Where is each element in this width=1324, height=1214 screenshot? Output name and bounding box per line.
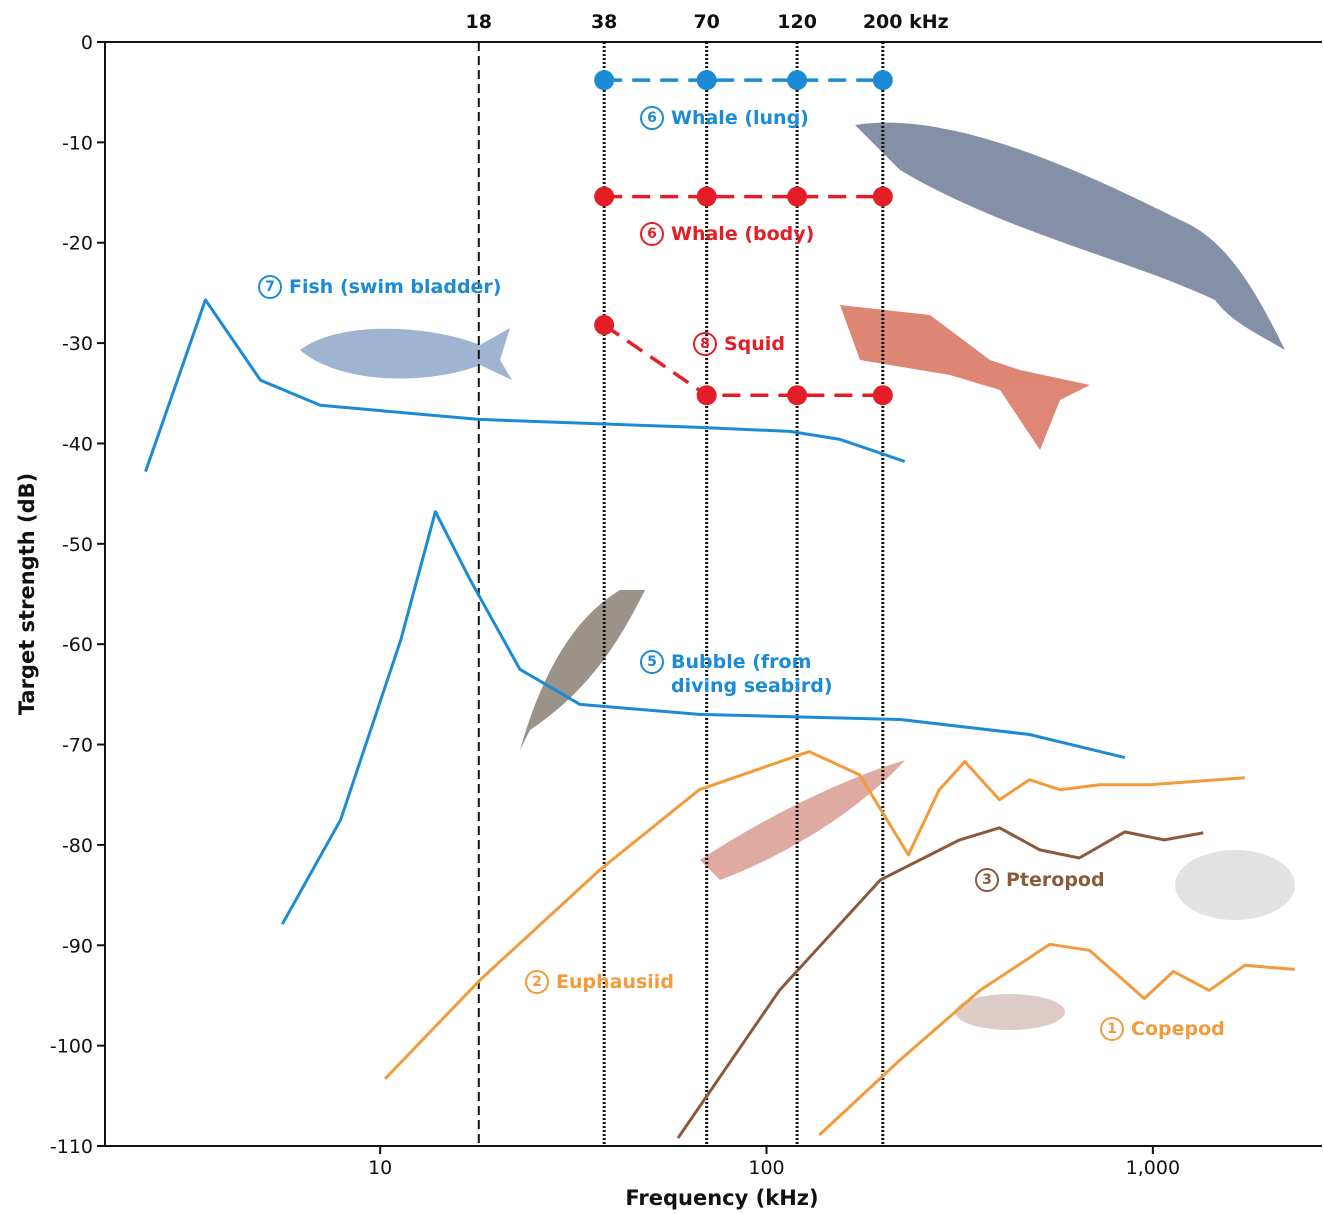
- y-tick-label: -40: [62, 433, 93, 455]
- x-tick-label: 10: [368, 1157, 392, 1179]
- series-number: 7: [258, 275, 282, 299]
- series-label: 6 Whale (body): [640, 222, 814, 246]
- y-tick-label: 0: [81, 32, 93, 54]
- marker: [873, 187, 893, 207]
- x2-tick-label: 200 kHz: [863, 11, 949, 33]
- x-tick-label: 100: [748, 1157, 784, 1179]
- series-name: Whale (lung): [671, 106, 809, 130]
- marker: [594, 70, 614, 90]
- marker: [787, 70, 807, 90]
- x2-tick-label: 70: [693, 11, 719, 33]
- y-axis-title: Target strength (dB): [15, 473, 39, 715]
- series-label: 1 Copepod: [1100, 1017, 1225, 1041]
- series-name: Euphausiid: [556, 970, 674, 994]
- marker: [873, 385, 893, 405]
- series-number: 6: [640, 106, 664, 130]
- series-number: 8: [693, 332, 717, 356]
- marker: [697, 70, 717, 90]
- series-name: Bubble (from diving seabird): [671, 650, 851, 698]
- marker: [787, 187, 807, 207]
- y-tick-label: -80: [62, 835, 93, 857]
- series-name: Squid: [724, 332, 785, 356]
- series-number: 2: [525, 970, 549, 994]
- y-tick-label: -50: [62, 534, 93, 556]
- marker: [697, 385, 717, 405]
- page: Frequency (kHz) Target strength (dB) 0 -1…: [0, 0, 1324, 1214]
- marker: [594, 315, 614, 335]
- series-number: 1: [1100, 1017, 1124, 1041]
- series-name: Pteropod: [1006, 868, 1105, 892]
- series-name: Fish (swim bladder): [289, 275, 502, 299]
- series-number: 5: [640, 650, 664, 674]
- series-label: 6 Whale (lung): [640, 106, 809, 130]
- y-tick-label: -100: [50, 1036, 93, 1058]
- marker: [594, 187, 614, 207]
- x-tick-label: 1,000: [1126, 1157, 1180, 1179]
- seabird-illustration: [520, 590, 645, 750]
- y-tick-label: -70: [62, 735, 93, 757]
- marker: [697, 187, 717, 207]
- series-number: 6: [640, 222, 664, 246]
- squid-illustration: [840, 305, 1090, 450]
- pteropod-illustration: [1175, 850, 1295, 920]
- x2-tick-label: 120: [777, 11, 817, 33]
- y-tick-label: -20: [62, 233, 93, 255]
- marker: [873, 70, 893, 90]
- series-label: 8 Squid: [693, 332, 785, 356]
- marker: [787, 385, 807, 405]
- x-axis-title: Frequency (kHz): [625, 1186, 818, 1210]
- y-tick-label: -10: [62, 132, 93, 154]
- y-tick-label: -60: [62, 634, 93, 656]
- series-name: Copepod: [1131, 1017, 1225, 1041]
- series-number: 3: [975, 868, 999, 892]
- series-name: Whale (body): [671, 222, 814, 246]
- series-label: 7 Fish (swim bladder): [258, 275, 502, 299]
- series-label: 2 Euphausiid: [525, 970, 674, 994]
- y-tick-label: -110: [50, 1136, 93, 1158]
- y-tick-label: -30: [62, 333, 93, 355]
- series-label: 5 Bubble (from diving seabird): [640, 650, 851, 698]
- series-label: 3 Pteropod: [975, 868, 1105, 892]
- x2-tick-label: 18: [466, 11, 492, 33]
- fish-illustration: [300, 328, 512, 380]
- series-line: [146, 300, 905, 472]
- x2-tick-label: 38: [591, 11, 617, 33]
- y-tick-label: -90: [62, 935, 93, 957]
